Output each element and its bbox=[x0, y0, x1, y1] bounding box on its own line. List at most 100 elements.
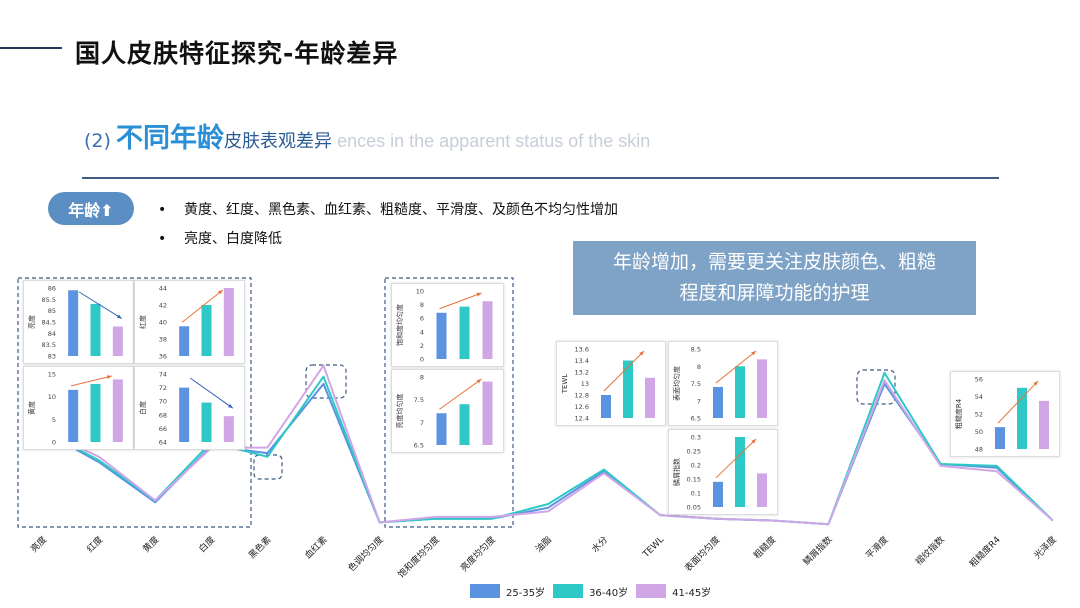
inset-y-tick: 83 bbox=[48, 353, 56, 361]
trend-arrow-head bbox=[106, 375, 112, 379]
trend-arrow bbox=[78, 291, 123, 319]
trend-arrow-head bbox=[116, 314, 122, 319]
inset-bar-chart: 亮度 86 85.5 85 84.5 84 83.5 83 bbox=[23, 280, 134, 364]
inset-bar-1 bbox=[179, 326, 190, 356]
inset-bar-3 bbox=[112, 379, 123, 442]
inset-y-tick: 42 bbox=[159, 302, 167, 310]
inset-bar-1 bbox=[601, 395, 611, 418]
callout-line: 年龄增加，需要更关注皮肤颜色、粗糙 bbox=[612, 251, 936, 273]
inset-bar-3 bbox=[757, 359, 767, 418]
inset-bar-1 bbox=[713, 481, 723, 507]
inset-bar-chart: 饱和度均匀度 10 8 6 4 2 0 bbox=[391, 283, 504, 367]
inset-y-tick: 56 bbox=[975, 376, 983, 384]
age-badge: 年龄⬆ bbox=[48, 192, 134, 225]
subtitle-highlight: 不同年龄 bbox=[116, 123, 225, 154]
x-tick-label: 平滑度 bbox=[863, 534, 891, 562]
trend-arrow-head bbox=[218, 290, 223, 295]
inset-y-tick: 85 bbox=[48, 307, 56, 315]
x-tick-label: 光泽度 bbox=[1031, 534, 1059, 562]
x-tick-label: 饱和度均匀度 bbox=[395, 534, 442, 581]
legend-swatch bbox=[636, 584, 667, 598]
inset-y-tick: 40 bbox=[159, 319, 167, 327]
inset-y-label: 白度 bbox=[138, 401, 147, 415]
inset-y-tick: 7 bbox=[420, 419, 424, 427]
x-tick-label: 血红素 bbox=[302, 534, 330, 562]
inset-y-tick: 84.5 bbox=[42, 319, 56, 327]
legend-item: 36-40岁 bbox=[553, 584, 628, 599]
x-tick-label: 白度 bbox=[196, 534, 217, 555]
inset-y-tick: 8.5 bbox=[691, 346, 701, 354]
inset-y-tick: 86 bbox=[48, 285, 56, 293]
trend-arrow bbox=[997, 380, 1039, 424]
inset-bar-2 bbox=[623, 360, 633, 418]
divider bbox=[82, 177, 999, 179]
inset-y-tick: 48 bbox=[975, 446, 983, 454]
inset-y-label: 饱和度均匀度 bbox=[395, 304, 404, 346]
bullet-item: • 黄度、红度、黑色素、血红素、粗糙度、平滑度、及颜色不均匀性增加 bbox=[158, 202, 618, 218]
trend-arrow-head bbox=[751, 351, 756, 356]
legend-item: 41-45岁 bbox=[636, 584, 711, 599]
trend-arrow-head bbox=[751, 439, 756, 444]
inset-y-tick: 54 bbox=[975, 393, 983, 401]
inset-y-tick: 12.6 bbox=[575, 403, 589, 411]
conclusion-callout: 年龄增加，需要更关注皮肤颜色、粗糙 程度和屏障功能的护理 bbox=[573, 241, 976, 315]
inset-y-tick: 5 bbox=[52, 416, 56, 424]
inset-y-tick: 13.2 bbox=[575, 369, 589, 377]
inset-y-tick: 70 bbox=[159, 398, 167, 406]
inset-bar-2 bbox=[735, 366, 745, 418]
x-tick-label: 亮度均匀度 bbox=[458, 534, 498, 574]
inset-bar-3 bbox=[645, 377, 655, 418]
legend-swatch bbox=[470, 584, 500, 598]
bullet-text: 亮度、白度降低 bbox=[184, 231, 282, 247]
inset-y-tick: 0.2 bbox=[691, 462, 701, 470]
dashed-group-box bbox=[17, 277, 252, 528]
inset-y-label: 表面均匀度 bbox=[672, 366, 681, 401]
dashed-highlight-box bbox=[253, 454, 283, 480]
inset-y-tick: 0.05 bbox=[687, 504, 701, 512]
inset-bar-1 bbox=[436, 312, 447, 359]
inset-y-tick: 8 bbox=[420, 301, 424, 309]
x-tick-label: 水分 bbox=[589, 534, 610, 555]
inset-y-tick: 12.8 bbox=[575, 392, 589, 400]
inset-bar-1 bbox=[68, 389, 79, 442]
inset-y-tick: 0.25 bbox=[687, 448, 701, 456]
inset-bar-1 bbox=[68, 290, 79, 356]
inset-y-tick: 64 bbox=[159, 439, 167, 447]
inset-y-tick: 66 bbox=[159, 425, 167, 433]
inset-bar-2 bbox=[1017, 387, 1027, 449]
bullet-item: • 亮度、白度降低 bbox=[158, 231, 282, 247]
inset-y-tick: 0.1 bbox=[691, 490, 701, 498]
inset-y-tick: 10 bbox=[416, 288, 424, 296]
inset-bar-1 bbox=[179, 387, 190, 442]
dashed-group-box bbox=[384, 277, 514, 528]
inset-y-tick: 0 bbox=[420, 356, 424, 364]
inset-bar-2 bbox=[735, 437, 745, 507]
inset-y-tick: 83.5 bbox=[42, 341, 56, 349]
inset-y-label: TEWL bbox=[561, 374, 569, 395]
inset-y-tick: 0 bbox=[52, 439, 56, 447]
legend-item: 25-35岁 bbox=[470, 584, 545, 599]
page-title: 国人皮肤特征探究-年龄差异 bbox=[75, 39, 399, 68]
inset-bar-3 bbox=[482, 381, 493, 445]
inset-y-tick: 13.4 bbox=[575, 357, 589, 365]
inset-y-tick: 0.15 bbox=[687, 476, 701, 484]
inset-bar-chart: 表面均匀度 8.5 8 7.5 7 6.5 bbox=[668, 341, 778, 426]
inset-y-tick: 7 bbox=[697, 397, 701, 405]
x-tick-label: 红度 bbox=[84, 534, 105, 555]
inset-y-label: 黄度 bbox=[27, 401, 36, 415]
trend-arrow-head bbox=[476, 379, 482, 384]
inset-y-tick: 85.5 bbox=[42, 296, 56, 304]
trend-arrow bbox=[715, 438, 757, 479]
x-tick-label: 粗糙度R4 bbox=[967, 533, 1003, 569]
inset-y-tick: 8 bbox=[420, 374, 424, 382]
inset-bar-2 bbox=[459, 404, 470, 445]
legend-swatch bbox=[553, 584, 584, 598]
inset-bar-3 bbox=[1039, 400, 1049, 449]
inset-y-label: 红度 bbox=[138, 315, 147, 329]
inset-y-tick: 72 bbox=[159, 384, 167, 392]
legend-label: 36-40岁 bbox=[589, 587, 629, 599]
subtitle-en: ences in the apparent status of the skin bbox=[337, 131, 651, 151]
trend-arrow bbox=[181, 289, 224, 323]
inset-y-tick: 12.4 bbox=[575, 415, 589, 423]
inset-bar-chart: TEWL 13.6 13.4 13.2 13 12.8 12.6 12.4 bbox=[556, 341, 666, 426]
